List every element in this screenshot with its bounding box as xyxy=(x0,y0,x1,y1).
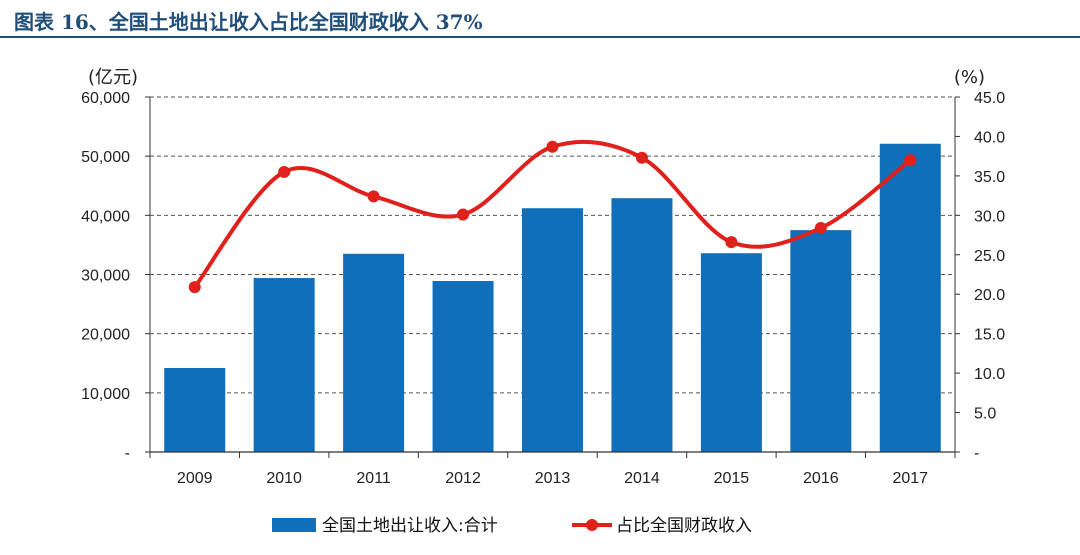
left-tick-label: 10,000 xyxy=(81,386,130,403)
left-tick-label: 60,000 xyxy=(81,90,130,107)
legend-line-marker xyxy=(586,519,598,531)
x-tick-label: 2016 xyxy=(803,470,839,487)
right-axis-unit: (%) xyxy=(954,67,985,88)
ratio-point-2012 xyxy=(457,208,470,221)
bar-2016 xyxy=(790,230,852,452)
right-tick-label: 40.0 xyxy=(974,129,1005,146)
left-tick-label: - xyxy=(125,445,130,462)
bar-2012 xyxy=(432,281,494,452)
chart-title: 图表 16、全国土地出让收入占比全国财政收入 37% xyxy=(14,10,483,34)
right-tick-label: 25.0 xyxy=(974,248,1005,265)
right-tick-label: 45.0 xyxy=(974,90,1005,107)
ratio-point-2013 xyxy=(546,140,559,153)
bar-2013 xyxy=(522,208,583,452)
left-tick-label: 40,000 xyxy=(81,208,130,225)
title-divider xyxy=(0,36,1080,38)
bar-2009 xyxy=(164,367,226,452)
axes xyxy=(145,96,960,458)
left-tick-label: 50,000 xyxy=(81,149,130,166)
right-tick-label: 30.0 xyxy=(974,208,1005,225)
right-tick-label: 20.0 xyxy=(974,287,1005,304)
x-tick-label: 2015 xyxy=(714,470,750,487)
bar-2010 xyxy=(253,278,315,452)
ratio-point-2014 xyxy=(635,151,648,164)
left-tick-label: 20,000 xyxy=(81,327,130,344)
right-tick-label: - xyxy=(974,445,979,462)
bar-series xyxy=(164,143,941,452)
x-tick-label: 2010 xyxy=(266,470,302,487)
ratio-point-2016 xyxy=(814,221,827,234)
bar-2014 xyxy=(611,198,673,452)
ratio-point-2011 xyxy=(367,190,380,203)
x-tick-label: 2013 xyxy=(535,470,571,487)
ratio-point-2010 xyxy=(278,165,291,178)
x-tick-label: 2009 xyxy=(177,470,213,487)
bar-2017 xyxy=(879,143,941,452)
bar-2011 xyxy=(343,253,405,452)
axis-labels: - 10,000 20,000 30,000 40,000 50,000 60,000 - 5.… xyxy=(81,67,1005,487)
right-tick-label: 5.0 xyxy=(974,406,996,423)
left-tick-label: 30,000 xyxy=(81,268,130,285)
ratio-point-2009 xyxy=(188,281,201,294)
line-series xyxy=(188,139,917,294)
right-tick-label: 15.0 xyxy=(974,327,1005,344)
x-tick-label: 2011 xyxy=(356,470,391,487)
right-tick-label: 10.0 xyxy=(974,366,1005,383)
legend: 全国土地出让收入:合计 占比全国财政收入 xyxy=(272,516,752,536)
x-tick-label: 2017 xyxy=(892,470,928,487)
legend-bar-label: 全国土地出让收入:合计 xyxy=(322,516,498,536)
legend-line-label: 占比全国财政收入 xyxy=(616,516,752,536)
legend-bar-swatch xyxy=(272,518,316,532)
x-tick-label: 2014 xyxy=(624,470,660,487)
bar-2015 xyxy=(700,253,762,452)
x-tick-label: 2012 xyxy=(445,470,481,487)
ratio-point-2017 xyxy=(904,154,917,167)
left-axis-unit: (亿元) xyxy=(88,67,138,88)
right-tick-label: 35.0 xyxy=(974,169,1005,186)
ratio-point-2015 xyxy=(725,236,738,249)
